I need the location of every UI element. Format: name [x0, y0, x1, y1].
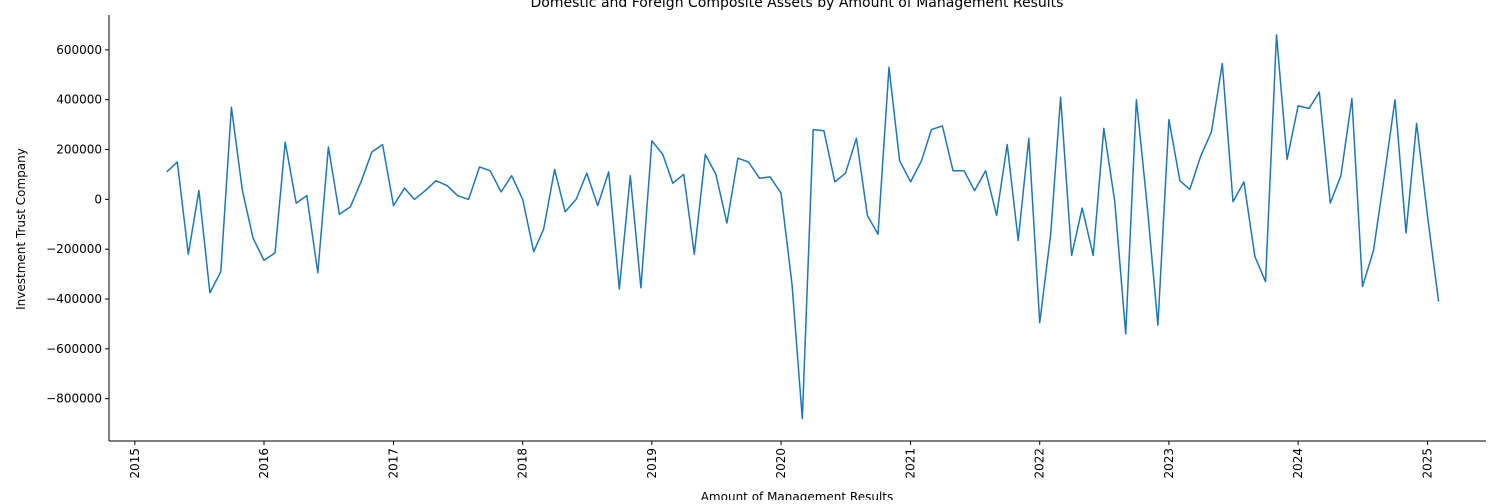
- x-axis: 2015 2016 2017 2018 2019 2020 2021 2022 2023 2024…: [109, 440, 1486, 479]
- chart-title: Domestic and Foreign Composite Assets by…: [531, 0, 1064, 11]
- y-tick-label: −800000: [46, 392, 102, 406]
- x-tick-label: 2019: [645, 448, 659, 479]
- x-tick-label: 2025: [1421, 448, 1435, 479]
- y-tick-label: 0: [94, 192, 102, 206]
- x-tick-label: 2021: [904, 448, 918, 479]
- series-line: [166, 34, 1440, 420]
- plot-area: [166, 34, 1440, 420]
- x-tick-label: 2017: [387, 448, 401, 479]
- y-tick-label: 200000: [56, 143, 102, 157]
- x-tick-label: 2018: [516, 448, 530, 479]
- y-tick-label: −200000: [46, 242, 102, 256]
- x-tick-label: 2023: [1162, 448, 1176, 479]
- y-axis-label: Investment Trust Company: [14, 148, 28, 310]
- y-axis: −800000 −600000 −400000 −200000 0 200000 40000…: [46, 15, 110, 441]
- x-tick-label: 2024: [1291, 448, 1305, 479]
- y-tick-label: −400000: [46, 292, 102, 306]
- y-tick-label: 400000: [56, 93, 102, 107]
- x-axis-label: Amount of Management Results: [701, 490, 894, 500]
- y-tick-label: 600000: [56, 43, 102, 57]
- x-tick-label: 2015: [128, 448, 142, 479]
- x-tick-label: 2016: [257, 448, 271, 479]
- y-tick-label: −600000: [46, 342, 102, 356]
- x-tick-label: 2022: [1033, 448, 1047, 479]
- x-tick-label: 2020: [774, 448, 788, 479]
